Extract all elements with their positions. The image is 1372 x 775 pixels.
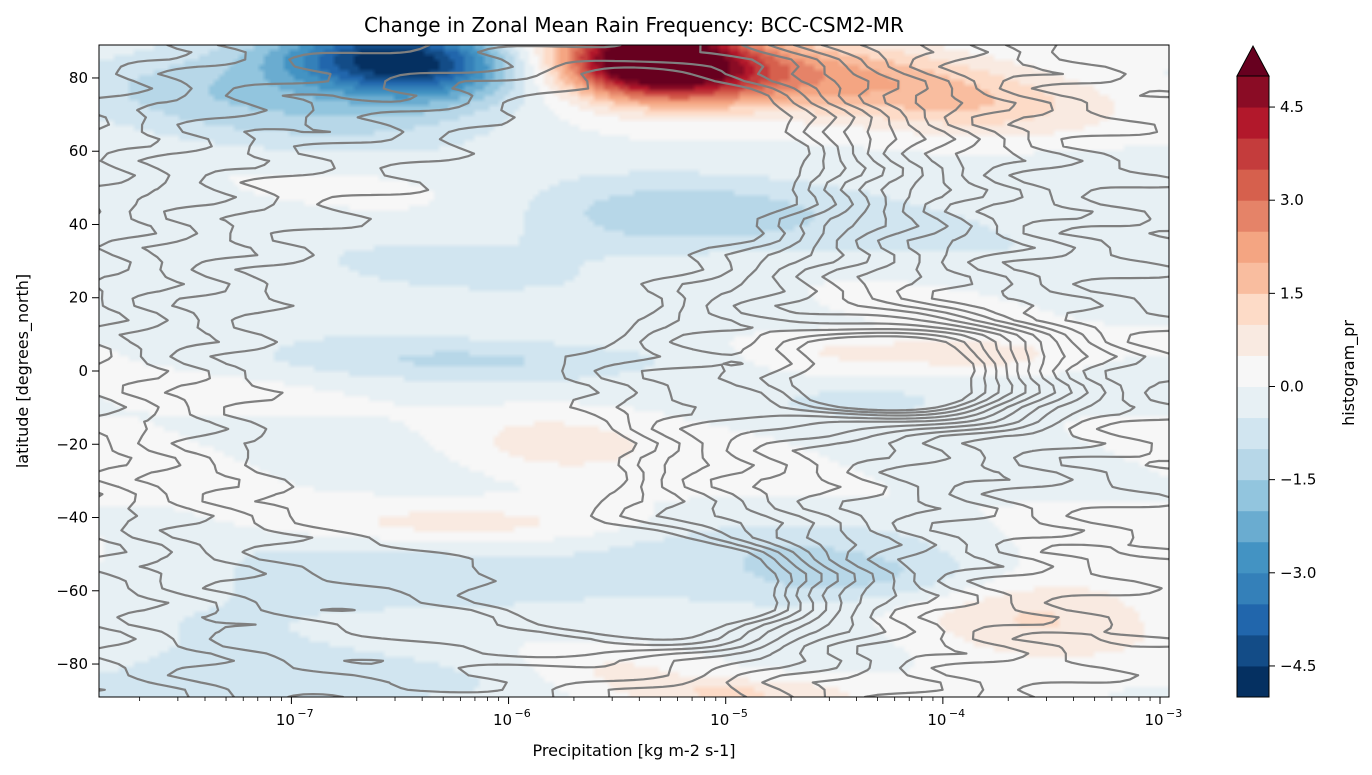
colorbar-segment [1237,417,1269,450]
contour-line-3 [863,45,1118,697]
y-tick-label: 0 [78,362,88,380]
colorbar-segment [1237,262,1269,294]
x-axis-label: Precipitation [kg m-2 s-1] [533,741,736,760]
colorbar-tick-label: −1.5 [1280,471,1316,489]
heatmap [99,45,1169,697]
colorbar-tick-label: 3.0 [1280,191,1304,209]
colorbar-segment [1237,138,1269,170]
colorbar-segment [1237,572,1269,605]
y-tick-label: 20 [69,289,88,307]
colorbar-segment [1237,634,1269,667]
y-tick-label: 60 [69,142,88,160]
colorbar-segment [1237,355,1269,387]
x-tick-label: 10 [493,711,512,729]
colorbar-tick-label: 0.0 [1280,378,1304,396]
colorbar-tick-label: −4.5 [1280,657,1316,675]
x-tick-label: 10 [276,711,295,729]
colorbar-segment [1237,324,1269,356]
x-axis: 10 −7 10 −6 10 −5 10 −4 10 −3 [139,697,1182,729]
y-axis-label: latitude [degrees_north] [13,274,33,468]
colorbar-tick-label: 4.5 [1280,98,1304,116]
y-tick-label: 80 [69,69,88,87]
contour-line-8 [99,45,1027,697]
contour-lines [99,45,1169,697]
x-tick-label: 10 [927,711,946,729]
contour-line-11 [163,59,987,647]
colorbar-segment [1237,665,1269,698]
x-tick-label: 10 [1144,711,1163,729]
colorbar-tick-label: 1.5 [1280,284,1304,302]
contour-line-12 [209,66,976,641]
colorbar-segment [1237,510,1269,543]
x-tick-exponent: −3 [1166,707,1182,720]
colorbar-segment [1237,603,1269,636]
colorbar-segment [1237,231,1269,263]
colorbar-segment [1237,293,1269,325]
y-tick-label: −40 [56,509,88,527]
colorbar-segment [1237,541,1269,574]
colorbar-tick-label: −3.0 [1280,564,1316,582]
colorbar-segment [1237,169,1269,201]
y-tick-label: −60 [56,582,88,600]
heatmap-image [99,45,1169,697]
x-tick-label: 10 [710,711,729,729]
contour-line-2 [930,45,1147,697]
contour-line-5 [761,45,1073,697]
contour-line-6 [99,45,1057,697]
colorbar-segment [1237,200,1269,232]
contour-line-10 [118,45,1001,665]
colorbar-segment [1237,76,1269,108]
contour-line-9 [99,45,1014,697]
colorbar: −4.5 −3.0 −1.5 0.0 1.5 3.0 4.5 [1236,44,1316,698]
contour-line-1 [1011,45,1169,697]
y-tick-label: −20 [56,435,88,453]
chart-title: Change in Zonal Mean Rain Frequency: BCC… [364,13,904,37]
y-axis: 80 60 40 20 0 −20 −40 −60 −80 [56,69,99,673]
colorbar-segment [1237,107,1269,139]
y-tick-label: 40 [69,215,88,233]
x-tick-exponent: −4 [949,707,965,720]
colorbar-segment [1237,479,1269,512]
contour-line-4 [811,45,1089,697]
colorbar-segment [1237,448,1269,481]
colorbar-extend-arrow [1236,44,1270,77]
x-tick-exponent: −6 [515,707,531,720]
colorbar-segment [1237,386,1269,419]
contour-line-7 [99,45,1041,697]
colorbar-label: histogram_pr [1339,320,1359,426]
x-tick-exponent: −7 [297,707,313,720]
x-tick-exponent: −5 [732,707,748,720]
y-tick-label: −80 [56,655,88,673]
